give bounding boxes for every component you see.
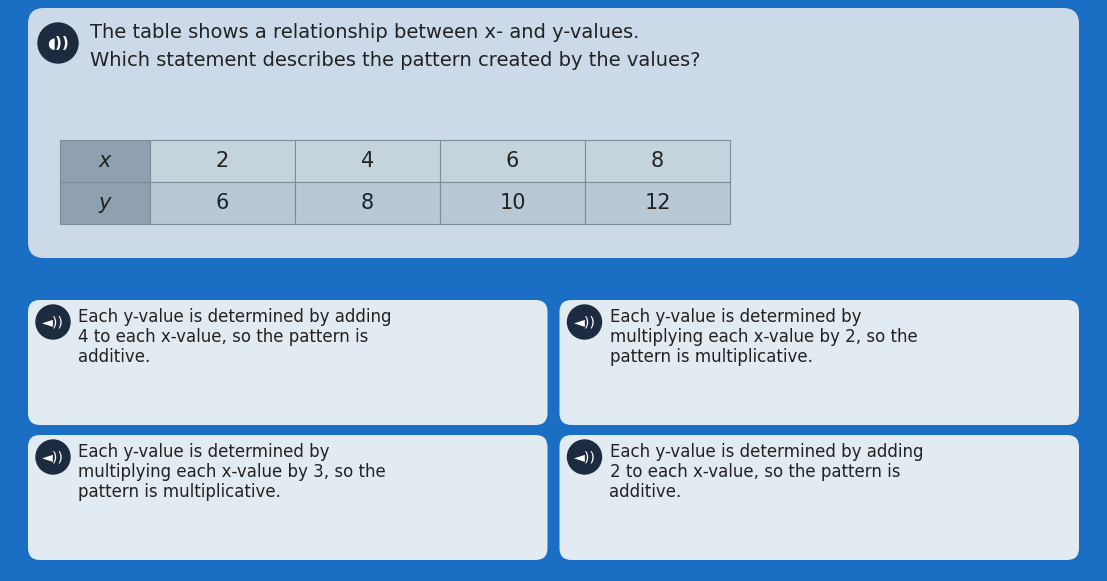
- FancyBboxPatch shape: [559, 300, 1079, 425]
- Text: pattern is multiplicative.: pattern is multiplicative.: [77, 483, 281, 501]
- Text: ◖)): ◖)): [48, 35, 69, 51]
- Bar: [439, 140, 584, 182]
- FancyBboxPatch shape: [559, 435, 1079, 560]
- Text: 12: 12: [644, 193, 671, 213]
- Text: Which statement describes the pattern created by the values?: Which statement describes the pattern cr…: [90, 51, 701, 70]
- Bar: [439, 182, 584, 224]
- Text: multiplying each x-value by 3, so the: multiplying each x-value by 3, so the: [77, 463, 385, 481]
- Text: 6: 6: [506, 151, 519, 171]
- Text: Each y-value is determined by adding: Each y-value is determined by adding: [610, 443, 923, 461]
- Text: multiplying each x-value by 2, so the: multiplying each x-value by 2, so the: [610, 328, 918, 346]
- Text: 10: 10: [499, 193, 526, 213]
- Bar: [60, 182, 151, 224]
- Bar: [60, 140, 151, 182]
- Circle shape: [38, 23, 77, 63]
- Text: y: y: [99, 193, 111, 213]
- Text: 2 to each x-value, so the pattern is: 2 to each x-value, so the pattern is: [610, 463, 900, 481]
- Text: Each y-value is determined by: Each y-value is determined by: [77, 443, 330, 461]
- Text: ◄)): ◄)): [573, 450, 596, 464]
- Circle shape: [568, 305, 601, 339]
- Text: The table shows a relationship between x- and y-values.: The table shows a relationship between x…: [90, 23, 640, 41]
- Text: 6: 6: [216, 193, 229, 213]
- Text: Each y-value is determined by: Each y-value is determined by: [610, 308, 861, 326]
- Text: additive.: additive.: [610, 483, 682, 501]
- Text: Each y-value is determined by adding: Each y-value is determined by adding: [77, 308, 392, 326]
- Text: pattern is multiplicative.: pattern is multiplicative.: [610, 348, 813, 366]
- Text: 8: 8: [361, 193, 374, 213]
- FancyBboxPatch shape: [28, 300, 548, 425]
- Text: 2: 2: [216, 151, 229, 171]
- Bar: [584, 140, 730, 182]
- Bar: [151, 182, 294, 224]
- FancyBboxPatch shape: [28, 435, 548, 560]
- Text: 4 to each x-value, so the pattern is: 4 to each x-value, so the pattern is: [77, 328, 369, 346]
- Text: ◄)): ◄)): [573, 315, 596, 329]
- Circle shape: [568, 440, 601, 474]
- Bar: [294, 182, 439, 224]
- Text: x: x: [99, 151, 111, 171]
- Bar: [584, 182, 730, 224]
- Text: ◄)): ◄)): [42, 315, 64, 329]
- Text: ◄)): ◄)): [42, 450, 64, 464]
- Text: additive.: additive.: [77, 348, 151, 366]
- FancyBboxPatch shape: [28, 8, 1079, 258]
- Text: 4: 4: [361, 151, 374, 171]
- Bar: [151, 140, 294, 182]
- Circle shape: [37, 440, 70, 474]
- Circle shape: [37, 305, 70, 339]
- Text: 8: 8: [651, 151, 664, 171]
- Bar: [294, 140, 439, 182]
